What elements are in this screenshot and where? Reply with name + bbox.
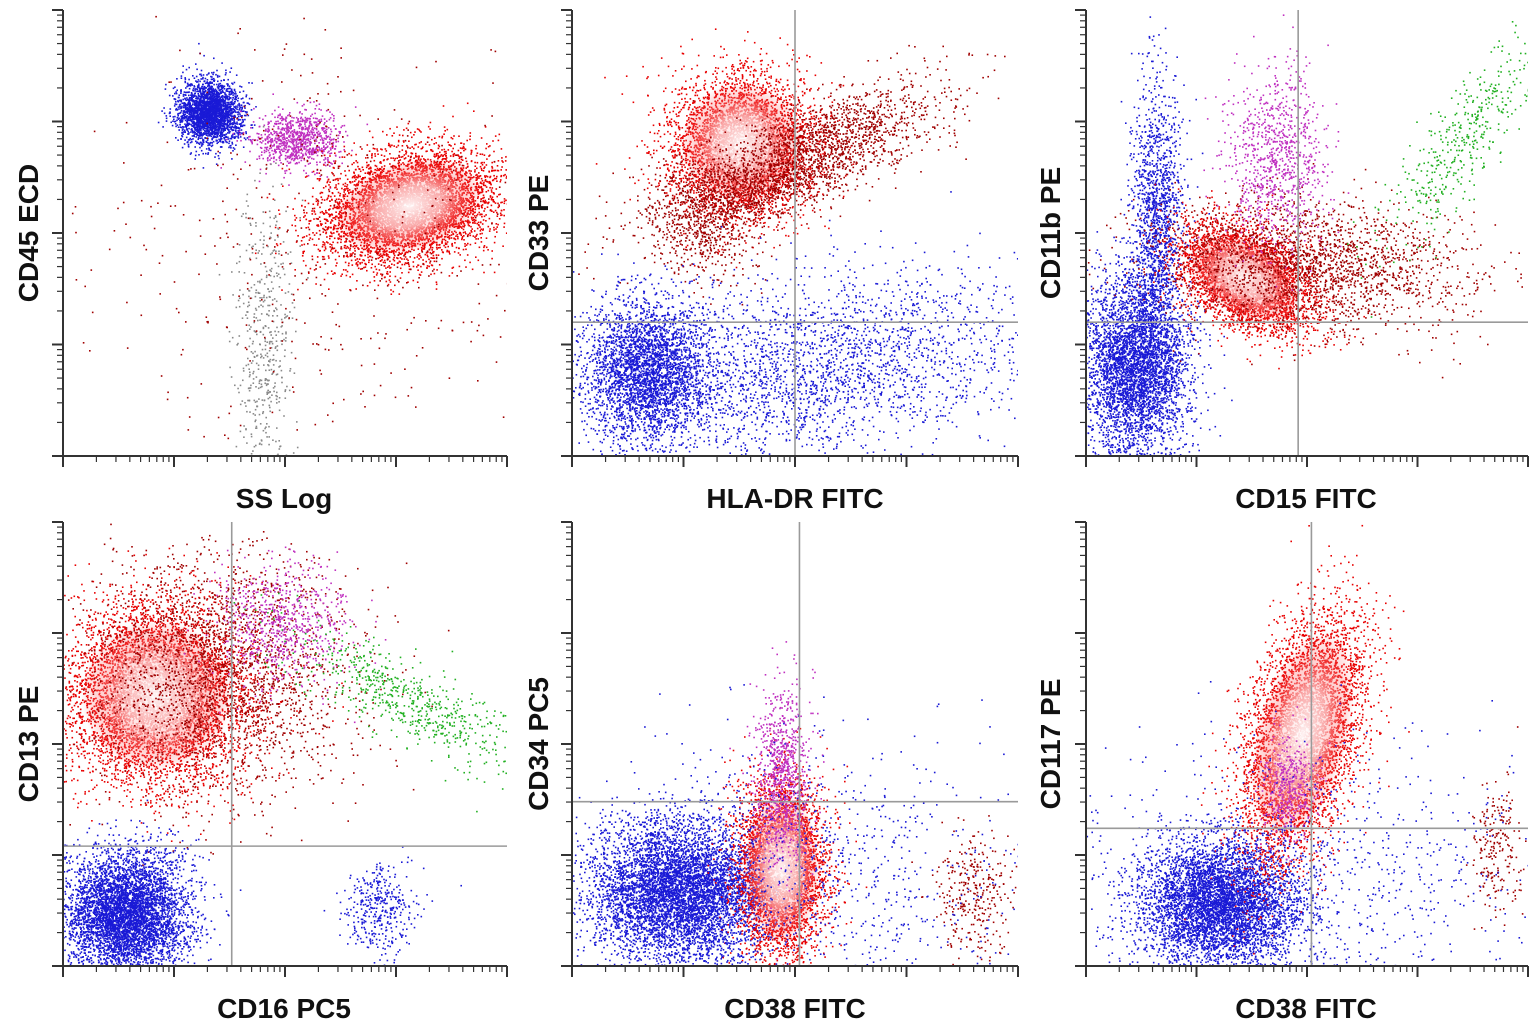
panel-6: CD38 FITC CD117 PE [1035, 522, 1529, 1024]
panel-6-y-axis-label: CD117 PE [1035, 679, 1066, 810]
panel-4-y-axis-label: CD13 PE [13, 686, 44, 803]
panel-3-y-ticks [1075, 10, 1086, 456]
panel-3-y-axis-label: CD11b PE [1035, 167, 1066, 299]
panel-2-gates [572, 10, 1018, 456]
panel-5-dots [573, 641, 1019, 967]
panel-1-y-axis-label: CD45 ECD [13, 164, 44, 302]
panel-4-x-ticks [63, 966, 507, 977]
panel-4-population-4-blue [63, 800, 241, 968]
panel-4-dots [59, 524, 508, 968]
panel-3-dots [1086, 14, 1529, 457]
panel-4-x-axis-label: CD16 PC5 [217, 993, 351, 1024]
panel-2-x-axis-label: HLA-DR FITC [706, 483, 883, 514]
panel-1-x-ticks [63, 456, 507, 467]
panel-5-x-ticks [572, 966, 1018, 977]
panel-5-x-axis-label: CD38 FITC [724, 993, 866, 1024]
panel-2: HLA-DR FITC CD33 PE [523, 10, 1019, 514]
panel-1: SS Log CD45 ECD [13, 10, 509, 514]
panel-6-population-2-core [1232, 621, 1374, 848]
panel-4-population-6-green [234, 593, 509, 813]
panel-5-y-ticks [561, 522, 572, 966]
panel-1-dots [72, 16, 509, 457]
panel-2-population-2-dark_red [578, 45, 1005, 284]
panel-6-y-ticks [1075, 522, 1086, 966]
panel-3-x-ticks [1086, 456, 1528, 467]
panel-4-population-5-blue [324, 846, 462, 966]
panel-2-y-axis-label: CD33 PE [523, 175, 554, 292]
panel-6-dots [1087, 525, 1529, 968]
panel-1-x-axis-label: SS Log [236, 483, 332, 514]
panel-1-population-1-blue [158, 43, 257, 169]
panel-4-y-ticks [52, 522, 63, 966]
panel-2-y-ticks [561, 10, 572, 456]
panel-5-y-axis-label: CD34 PC5 [523, 677, 554, 811]
panel-5: CD38 FITC CD34 PC5 [523, 522, 1019, 1024]
panel-4: CD16 PC5 CD13 PE [13, 522, 509, 1024]
panel-3-population-6-green [1347, 21, 1529, 318]
panel-1-population-4-grey [219, 126, 309, 457]
panel-3: CD15 FITC CD11b PE [1035, 10, 1529, 514]
panel-2-x-ticks [572, 456, 1018, 467]
panel-1-y-ticks [52, 10, 63, 456]
panel-6-x-axis-label: CD38 FITC [1235, 993, 1377, 1024]
panel-6-x-ticks [1086, 966, 1528, 977]
panel-3-x-axis-label: CD15 FITC [1235, 483, 1377, 514]
